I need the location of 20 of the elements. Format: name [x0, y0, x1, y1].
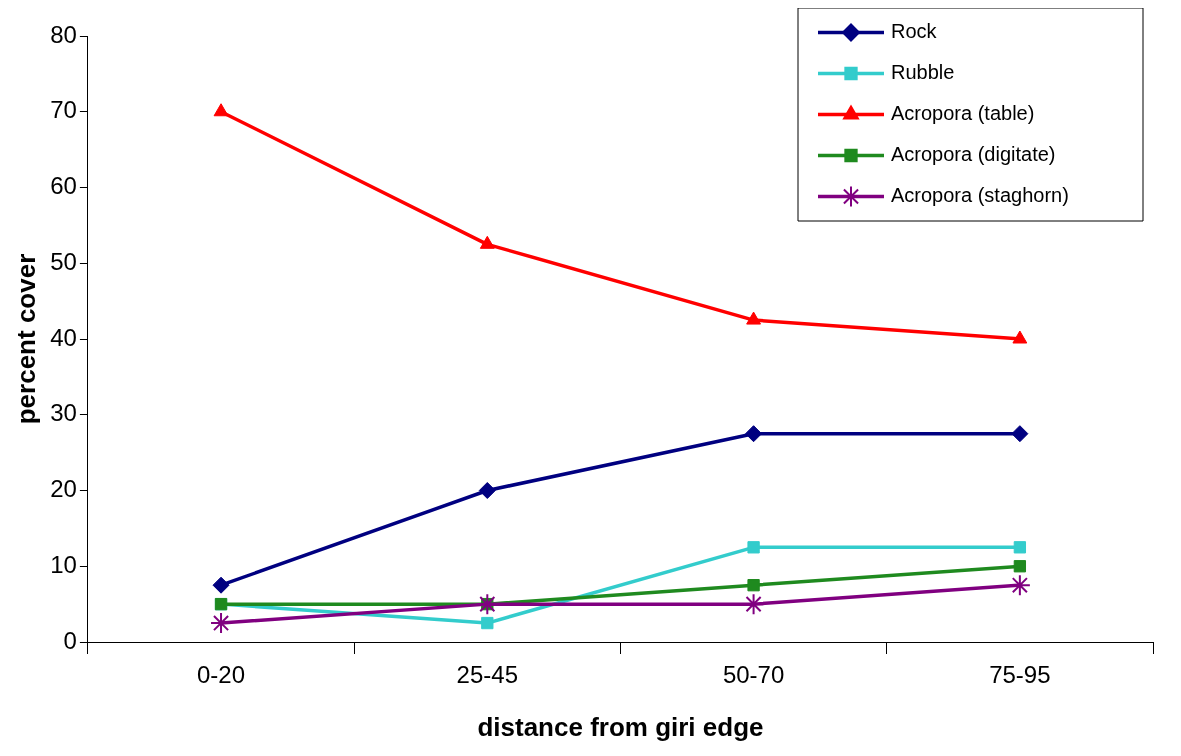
y-tick-label: 10 — [50, 550, 77, 578]
legend-label: Rubble — [891, 61, 955, 84]
y-tick-label: 30 — [50, 399, 77, 427]
y-axis-title: percent cover — [10, 253, 41, 425]
y-tick-label: 40 — [50, 323, 77, 351]
legend-label: Rock — [891, 20, 938, 43]
x-tick-label: 25-45 — [456, 661, 518, 689]
y-tick-label: 0 — [63, 626, 77, 654]
y-tick-label: 50 — [50, 247, 77, 275]
x-tick-label: 0-20 — [197, 661, 246, 689]
legend-label: Acropora (table) — [891, 102, 1035, 125]
y-tick-label: 70 — [50, 96, 77, 124]
x-axis-title: distance from giri edge — [477, 711, 764, 742]
x-tick-label: 75-95 — [989, 661, 1051, 689]
legend-label: Acropora (digitate) — [891, 143, 1056, 166]
x-tick-label: 50-70 — [722, 661, 785, 689]
y-tick-label: 80 — [50, 20, 77, 48]
legend-label: Acropora (staghorn) — [891, 184, 1069, 207]
y-tick-label: 20 — [50, 475, 77, 503]
y-tick-label: 60 — [50, 172, 77, 200]
